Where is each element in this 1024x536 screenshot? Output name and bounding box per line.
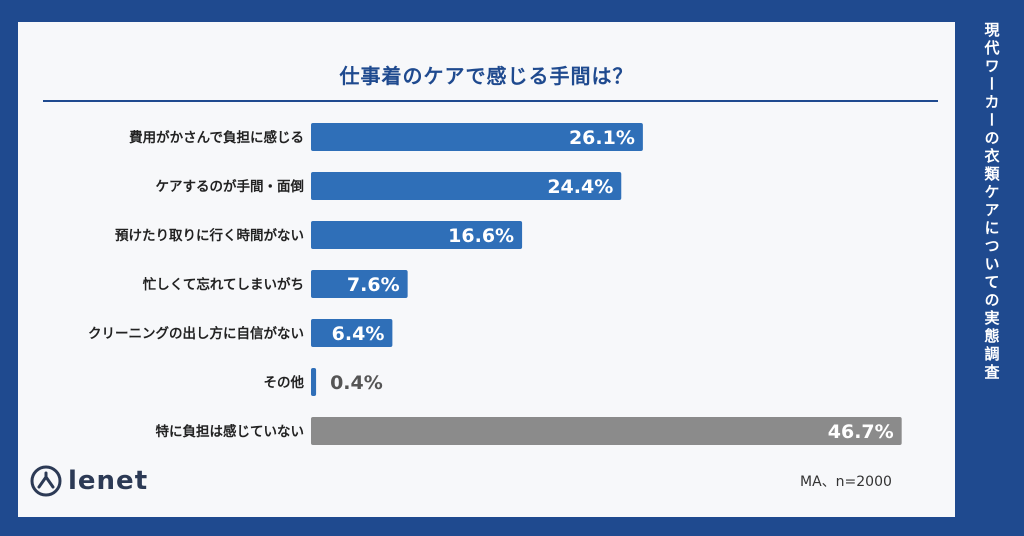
sidebar-banner: 現代ワーカーの衣類ケアについての実態調査 bbox=[972, 22, 1012, 517]
title-divider bbox=[43, 100, 938, 102]
value-label: 26.1% bbox=[569, 127, 635, 149]
category-label: ケアするのが手間・面倒 bbox=[156, 178, 305, 195]
category-label: クリーニングの出し方に自信がない bbox=[88, 325, 304, 342]
lenet-logo-icon bbox=[30, 465, 62, 497]
category-label: 費用がかさんで負担に感じる bbox=[129, 129, 304, 146]
sidebar-title: 現代ワーカーの衣類ケアについての実態調査 bbox=[982, 22, 1001, 382]
chart-title: 仕事着のケアで感じる手間は？ bbox=[339, 64, 634, 88]
bar bbox=[311, 172, 622, 200]
bar bbox=[311, 221, 523, 249]
value-label: 6.4% bbox=[332, 323, 385, 345]
sample-note: MA、n=2000 bbox=[800, 474, 892, 490]
bar bbox=[311, 417, 902, 445]
bar bbox=[311, 270, 408, 298]
value-label: 7.6% bbox=[347, 274, 400, 296]
brand-logo: lenet bbox=[30, 465, 148, 497]
category-label: その他 bbox=[264, 374, 305, 391]
value-label: 0.4% bbox=[330, 372, 383, 394]
bar bbox=[311, 368, 317, 396]
bar bbox=[311, 319, 393, 347]
bar bbox=[311, 123, 643, 151]
value-label: 24.4% bbox=[547, 176, 613, 198]
category-label: 預けたり取りに行く時間がない bbox=[115, 227, 304, 244]
value-label: 46.7% bbox=[828, 421, 894, 443]
brand-name: lenet bbox=[68, 466, 149, 496]
value-label: 16.6% bbox=[448, 225, 514, 247]
category-label: 特に負担は感じていない bbox=[156, 423, 305, 440]
category-label: 忙しくて忘れてしまいがち bbox=[143, 276, 304, 293]
